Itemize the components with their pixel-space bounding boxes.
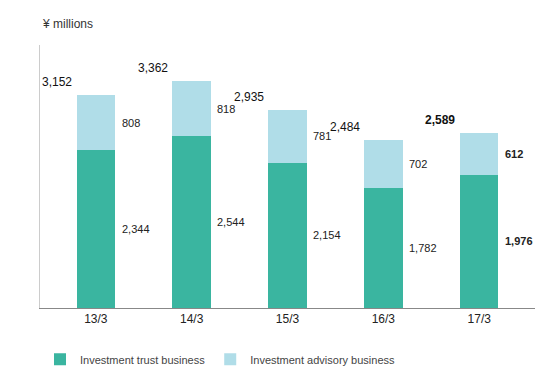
svg-text:702: 702 [409, 158, 427, 170]
svg-text:13/3: 13/3 [84, 312, 108, 326]
svg-text:1,976: 1,976 [505, 235, 533, 247]
svg-text:15/3: 15/3 [276, 312, 300, 326]
svg-text:Investment advisory business: Investment advisory business [250, 354, 395, 366]
svg-text:1,782: 1,782 [409, 242, 437, 254]
svg-text:¥ millions: ¥ millions [42, 17, 93, 31]
svg-text:781: 781 [313, 130, 331, 142]
svg-text:14/3: 14/3 [180, 312, 204, 326]
svg-text:17/3: 17/3 [468, 312, 492, 326]
svg-text:2,154: 2,154 [313, 229, 341, 241]
svg-text:2,935: 2,935 [234, 90, 264, 104]
svg-text:2,544: 2,544 [217, 216, 245, 228]
svg-text:818: 818 [217, 103, 235, 115]
svg-text:2,344: 2,344 [122, 223, 150, 235]
svg-text:16/3: 16/3 [372, 312, 396, 326]
svg-text:612: 612 [505, 148, 523, 160]
svg-text:2,589: 2,589 [425, 113, 455, 127]
svg-text:2,484: 2,484 [330, 120, 360, 134]
svg-text:Investment trust business: Investment trust business [80, 354, 205, 366]
svg-text:808: 808 [122, 117, 140, 129]
svg-text:3,362: 3,362 [138, 61, 168, 75]
svg-text:3,152: 3,152 [42, 75, 72, 89]
